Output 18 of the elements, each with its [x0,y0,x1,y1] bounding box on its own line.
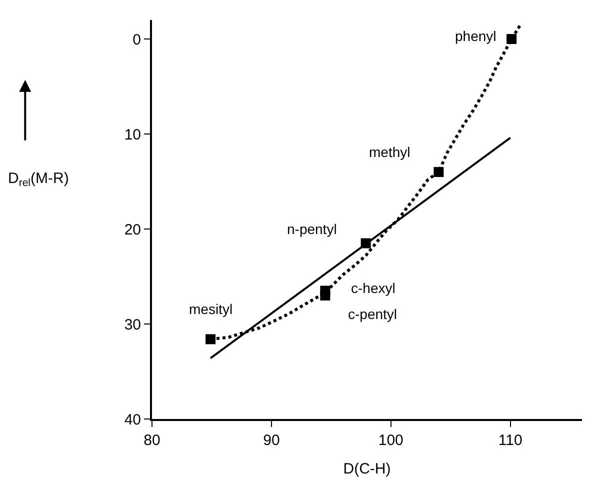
annotation: phenyl [455,28,496,44]
annotation: c-pentyl [348,306,398,322]
y-tick-label: 0 [132,31,141,48]
point [206,334,216,344]
y-tick-label: 10 [124,126,141,144]
y-tick-label: 30 [124,316,141,334]
x-axis-title: D(C-H) [343,460,391,478]
annotation: mesityl [189,301,233,317]
annotation: c-hexyl [351,280,396,296]
y-tick-label: 40 [124,411,141,428]
x-tick-label: 110 [498,432,522,449]
y-axis-title: D$_{rel}$(M-R) [8,170,69,190]
y-tick-label: 20 [124,221,141,238]
x-tick-label: 90 [263,432,280,449]
x-tick-label: 100 [378,432,404,449]
annotation: methyl [369,144,410,160]
annotation: n-pentyl [287,221,337,237]
x-tick-label: 80 [144,432,160,449]
